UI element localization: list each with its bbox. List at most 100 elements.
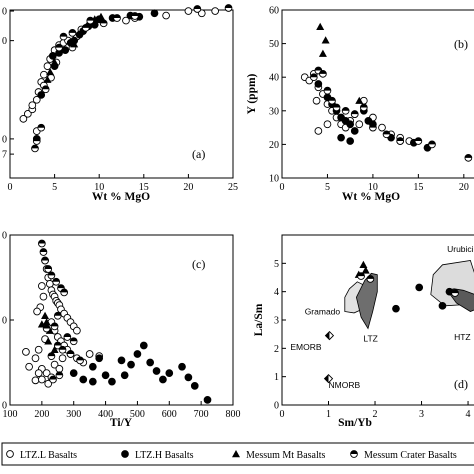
data-point-filled-circle <box>88 377 97 386</box>
data-point-half-filled-circle <box>58 345 67 354</box>
data-point-half-filled-circle <box>31 144 39 153</box>
data-point-half-filled-circle <box>69 337 78 346</box>
data-point-half-filled-circle <box>464 153 473 162</box>
data-point-open-circle <box>39 292 48 301</box>
panel-c-xtick-label: 500 <box>130 409 145 420</box>
data-point-filled-circle <box>133 350 142 358</box>
panel-c-ytick-label: 0 <box>2 231 7 242</box>
panel-b-frame <box>281 9 474 179</box>
panel-b-ytick-label: 50 <box>269 39 279 50</box>
legend-label-ltzl: LTZ.L Basalts <box>20 450 77 461</box>
data-point-open-circle <box>44 379 53 388</box>
panel-b-xlabel: Wt % MgO <box>342 191 400 203</box>
data-point-half-filled-circle <box>66 350 75 358</box>
data-point-half-filled-circle <box>38 239 46 248</box>
panel-b-ytick-label: 40 <box>269 73 279 84</box>
panel-d-ytick-label: 5 <box>274 259 279 270</box>
data-point-open-circle <box>31 376 40 385</box>
data-point-filled-circle <box>120 371 129 380</box>
panel-c-xtick-label: 400 <box>98 409 113 420</box>
data-point-filled-triangle <box>96 12 105 20</box>
data-point-open-circle <box>32 95 41 104</box>
panel-d: (d) Sm/Yb La/Sm 0 1 2 3 4 0 1 2 3 4 5 Gramado LTZ Uru… <box>253 234 474 429</box>
panel-c: (c) Ti/Y 100 200 300 400 500 600 700 800 0 0 0 <box>2 231 241 430</box>
panel-c-xtick-label: 100 <box>3 409 18 420</box>
annotation-htz: HTZ <box>454 332 471 342</box>
data-point-filled-circle <box>415 283 424 292</box>
panel-d-ytick-label: 0 <box>274 401 279 412</box>
data-point-open-circle <box>378 123 386 132</box>
legend-item-messum-mt: Messum Mt Basalts <box>232 450 326 461</box>
data-point-filled-circle <box>337 133 345 142</box>
data-point-open-circle <box>355 120 364 129</box>
data-point-filled-triangle <box>37 320 46 328</box>
panel-a-ytick-label: 0 <box>2 134 7 145</box>
legend-label-messum-crater: Messum Crater Basalts <box>364 450 457 461</box>
data-point-open-circle <box>34 345 43 354</box>
data-point-filled-circle <box>346 120 355 129</box>
data-point-filled-circle <box>146 358 155 367</box>
data-point-half-filled-circle <box>81 23 90 32</box>
data-point-filled-triangle <box>361 266 370 274</box>
data-point-filled-circle <box>127 360 135 369</box>
data-point-filled-triangle <box>316 22 325 30</box>
panel-b-ylabel: Y (ppm) <box>246 73 258 114</box>
data-point-half-filled-circle <box>366 275 375 283</box>
data-point-open-circle <box>162 11 170 20</box>
data-point-filled-circle <box>117 356 126 365</box>
data-point-half-filled-circle <box>131 12 139 20</box>
panel-c-xtick-label: 300 <box>66 409 81 420</box>
panel-b-xtick-label: 20 <box>459 182 469 193</box>
data-point-half-filled-circle <box>224 4 233 12</box>
data-point-open-circle <box>19 114 28 123</box>
data-point-open-circle <box>40 70 48 79</box>
data-point-open-circle <box>184 7 193 15</box>
panel-d-marks <box>323 260 474 384</box>
data-point-half-filled-circle <box>350 110 359 119</box>
data-point-half-filled-circle <box>193 5 202 13</box>
data-point-filled-triangle <box>41 311 50 319</box>
annotation-gramado: Gramado <box>305 306 341 316</box>
data-point-half-filled-circle <box>42 324 51 333</box>
data-point-filled-circle <box>48 52 57 60</box>
panel-a-xtick-label: 5 <box>52 182 57 193</box>
data-point-filled-triangle <box>318 49 327 57</box>
data-point-filled-circle <box>139 341 148 350</box>
data-point-filled-triangle <box>46 67 55 76</box>
panel-d-ytick-label: 1 <box>274 372 279 383</box>
data-point-filled-circle <box>150 9 159 18</box>
panel-a-xlabel: Wt % MgO <box>92 191 150 203</box>
legend-frame <box>1 442 474 466</box>
data-point-filled-circle <box>37 91 46 99</box>
data-point-half-filled-circle <box>41 256 49 265</box>
legend: LTZ.L Basalts LTZ.H Basalts Messum Mt Ba… <box>1 442 474 466</box>
data-point-open-circle <box>211 7 220 15</box>
data-point-half-filled-circle <box>68 29 77 37</box>
data-point-open-circle <box>33 307 41 316</box>
panel-b-ytick-label: 30 <box>269 106 279 117</box>
annotation-nmorb: NMORB <box>329 380 361 390</box>
legend-item-messum-crater: Messum Crater Basalts <box>350 450 457 461</box>
data-point-filled-circle <box>178 362 186 371</box>
data-point-half-filled-circle <box>63 333 72 341</box>
data-point-filled-circle <box>88 362 97 371</box>
data-point-half-filled-circle <box>359 103 368 112</box>
data-point-filled-circle <box>346 137 355 145</box>
panel-b-ytick-label: 10 <box>269 174 279 185</box>
panel-a-ytick-label: 0 <box>2 7 7 18</box>
panel-c-xlabel: Ti/Y <box>110 417 133 429</box>
data-point-half-filled-circle <box>328 96 336 105</box>
legend-marker-filled-circle <box>121 450 129 458</box>
panel-d-xtick-label: 0 <box>280 409 285 420</box>
data-point-open-circle <box>314 127 323 135</box>
panel-b-marks <box>300 22 473 162</box>
data-point-open-circle <box>38 375 46 384</box>
data-point-half-filled-circle <box>53 311 62 320</box>
panel-d-xtick-label: 4 <box>466 409 471 420</box>
data-point-open-circle <box>122 16 130 25</box>
panel-b-xtick-label: 15 <box>413 182 423 193</box>
data-point-filled-circle <box>95 354 104 363</box>
panel-c-label: (c) <box>192 257 205 271</box>
annotation-emorb: EMORB <box>290 342 322 352</box>
panel-d-xlabel: Sm/Yb <box>338 417 372 429</box>
